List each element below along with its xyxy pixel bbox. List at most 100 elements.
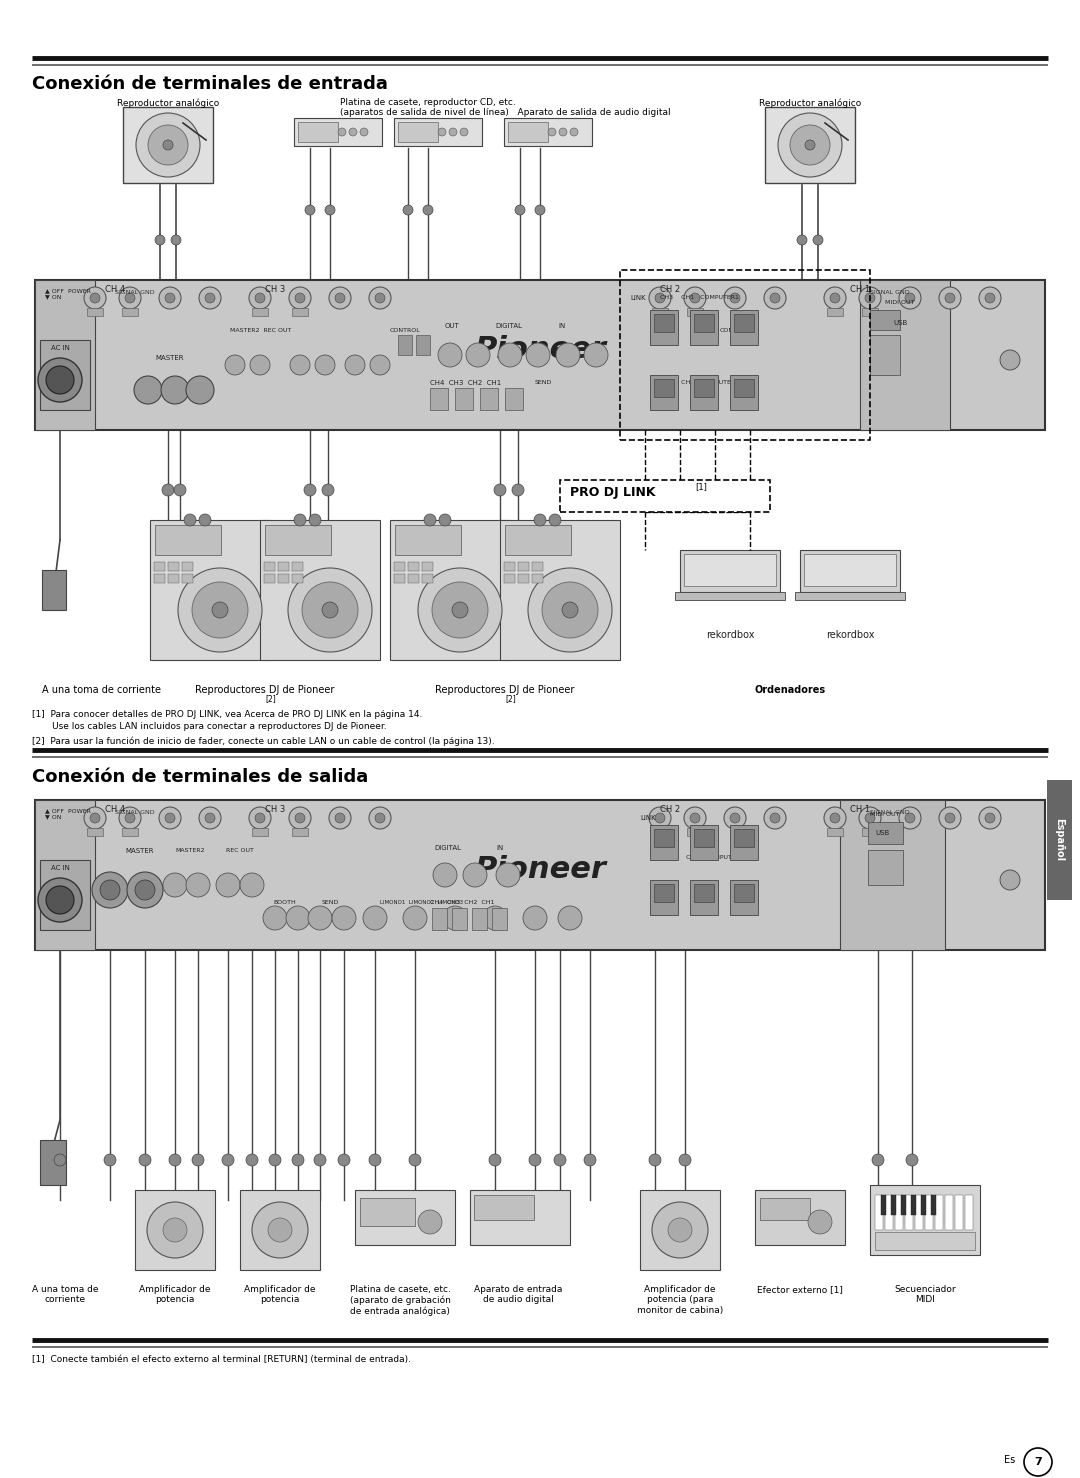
Circle shape <box>649 287 671 309</box>
Circle shape <box>268 1218 292 1242</box>
Bar <box>912 1196 916 1215</box>
Bar <box>945 1196 953 1230</box>
Bar <box>885 1196 893 1230</box>
Text: Reproductor analógico: Reproductor analógico <box>759 98 861 108</box>
Text: CONTROL: CONTROL <box>390 328 421 333</box>
Circle shape <box>309 514 321 526</box>
Circle shape <box>824 287 846 309</box>
Circle shape <box>549 514 561 526</box>
Text: [2]  Para usar la función de inicio de fader, conecte un cable LAN o un cable de: [2] Para usar la función de inicio de fa… <box>32 738 495 746</box>
Text: SIGNAL GND: SIGNAL GND <box>114 810 154 814</box>
Text: DIGITAL: DIGITAL <box>434 845 461 851</box>
Bar <box>935 1196 943 1230</box>
Circle shape <box>335 813 345 823</box>
Circle shape <box>496 863 519 887</box>
Circle shape <box>449 129 457 136</box>
Circle shape <box>690 813 700 823</box>
Bar <box>474 1196 534 1219</box>
Circle shape <box>535 205 545 214</box>
Circle shape <box>859 807 881 829</box>
Text: CH 1: CH 1 <box>850 285 870 294</box>
Bar <box>399 336 411 355</box>
Bar <box>650 879 678 915</box>
Circle shape <box>156 235 165 245</box>
Text: Conexión de terminales de entrada: Conexión de terminales de entrada <box>32 75 388 93</box>
Circle shape <box>797 235 807 245</box>
Circle shape <box>225 355 245 375</box>
Text: Pioneer: Pioneer <box>474 336 606 364</box>
Circle shape <box>125 813 135 823</box>
Circle shape <box>985 813 995 823</box>
Circle shape <box>162 483 174 497</box>
Circle shape <box>159 807 181 829</box>
Text: Platina de casete, etc.
(aparato de grabación
de entrada analógica): Platina de casete, etc. (aparato de grab… <box>350 1284 450 1315</box>
Circle shape <box>302 582 357 638</box>
Circle shape <box>314 1154 326 1166</box>
Bar <box>294 118 382 146</box>
Circle shape <box>286 906 310 930</box>
Bar <box>870 336 900 375</box>
Circle shape <box>249 287 271 309</box>
Text: SEND: SEND <box>322 900 339 905</box>
Circle shape <box>409 1154 421 1166</box>
Circle shape <box>939 807 961 829</box>
Circle shape <box>38 358 82 402</box>
Circle shape <box>528 568 612 652</box>
Bar <box>690 375 718 409</box>
Circle shape <box>345 355 365 375</box>
Bar <box>422 573 433 582</box>
Circle shape <box>246 1154 258 1166</box>
Circle shape <box>147 1202 203 1258</box>
Bar <box>680 550 780 593</box>
Bar <box>408 562 419 571</box>
Circle shape <box>54 1154 66 1166</box>
Bar <box>430 389 448 409</box>
Bar <box>240 1190 320 1270</box>
Circle shape <box>724 807 746 829</box>
Bar <box>734 829 754 847</box>
Bar <box>755 1190 845 1244</box>
Bar <box>694 378 714 398</box>
Text: AC IN: AC IN <box>51 344 69 350</box>
Bar <box>42 571 66 610</box>
Text: PRO DJ LINK: PRO DJ LINK <box>570 486 656 500</box>
Circle shape <box>289 807 311 829</box>
Circle shape <box>460 129 468 136</box>
Bar <box>399 123 437 142</box>
Circle shape <box>322 602 338 618</box>
Circle shape <box>46 367 75 395</box>
Bar <box>40 1140 66 1185</box>
Bar <box>35 800 95 950</box>
Text: MIDI OUT: MIDI OUT <box>870 811 900 817</box>
Circle shape <box>978 287 1001 309</box>
Bar <box>500 520 620 661</box>
Circle shape <box>584 1154 596 1166</box>
Circle shape <box>295 813 305 823</box>
Circle shape <box>192 582 248 638</box>
Bar <box>265 525 330 556</box>
Circle shape <box>136 112 200 177</box>
Circle shape <box>515 205 525 214</box>
Bar <box>931 1196 936 1215</box>
Text: CONTROL: CONTROL <box>720 328 751 333</box>
Circle shape <box>199 287 221 309</box>
Bar <box>800 550 900 593</box>
Bar <box>123 106 213 183</box>
Bar <box>862 828 878 837</box>
Bar <box>730 879 758 915</box>
Circle shape <box>418 568 502 652</box>
Circle shape <box>865 293 875 303</box>
Circle shape <box>724 287 746 309</box>
Circle shape <box>443 906 467 930</box>
Circle shape <box>859 287 881 309</box>
Circle shape <box>205 813 215 823</box>
Circle shape <box>100 879 120 900</box>
Bar <box>518 562 529 571</box>
Bar <box>690 310 718 344</box>
Bar <box>394 118 482 146</box>
Text: [1]: [1] <box>696 482 707 491</box>
Bar <box>870 310 900 330</box>
Text: [1]  Conecte también el efecto externo al terminal [RETURN] (terminal de entrada: [1] Conecte también el efecto externo al… <box>32 1355 411 1364</box>
Bar <box>168 562 179 571</box>
Circle shape <box>559 129 567 136</box>
